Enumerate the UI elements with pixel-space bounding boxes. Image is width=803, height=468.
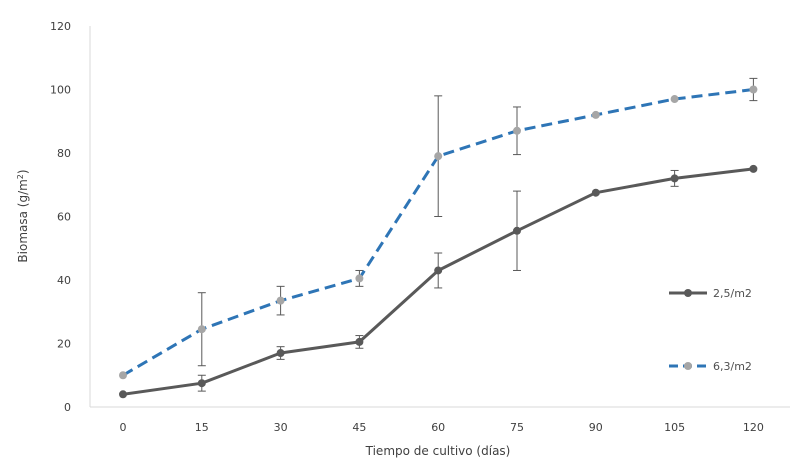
series-line: [122, 88, 754, 377]
x-axis-title: Tiempo de cultivo (días): [365, 444, 511, 458]
y-tick-label: 60: [57, 211, 71, 224]
data-point: [197, 379, 206, 388]
data-point: [749, 85, 758, 94]
y-tick-label: 100: [50, 84, 71, 97]
data-point: [119, 371, 127, 380]
y-axis-title-main: Biomasa (g/m: [16, 179, 30, 262]
data-point: [119, 390, 127, 399]
y-tick-labels: 0 20 40 60 80 100 120: [50, 20, 71, 414]
data-point: [355, 337, 364, 346]
y-tick-label: 80: [57, 147, 71, 160]
series-layer: [119, 77, 758, 399]
legend-marker: [684, 289, 692, 297]
x-tick-label: 45: [352, 421, 366, 434]
data-point: [591, 188, 600, 197]
legend-item: 6,3/m2: [669, 360, 752, 373]
x-tick-label: 60: [431, 421, 445, 434]
data-point: [197, 325, 206, 334]
series-group: [119, 77, 758, 380]
x-tick-label: 30: [274, 421, 288, 434]
axes: [89, 26, 790, 408]
y-axis-title: Biomasa (g/m2): [16, 169, 31, 262]
legend: 2,5/m2 6,3/m2: [669, 287, 752, 373]
series-group: [119, 164, 758, 399]
x-tick-label: 90: [589, 421, 603, 434]
data-point: [513, 126, 521, 135]
legend-marker: [684, 362, 692, 370]
data-point: [513, 226, 521, 235]
data-point: [670, 174, 679, 183]
data-point: [434, 266, 443, 275]
y-tick-label: 20: [57, 338, 71, 351]
y-tick-label: 40: [57, 274, 71, 287]
x-tick-labels: 0 15 30 45 60 75 90 105 120: [120, 421, 764, 434]
data-point: [276, 296, 285, 305]
data-point: [434, 152, 443, 161]
legend-label: 6,3/m2: [713, 360, 752, 373]
y-tick-label: 0: [64, 401, 71, 414]
legend-label: 2,5/m2: [713, 287, 752, 300]
legend-item: 2,5/m2: [669, 287, 752, 300]
y-axis-title-superscript: 2: [16, 174, 25, 179]
x-tick-label: 75: [510, 421, 524, 434]
data-point: [355, 274, 364, 283]
data-point: [591, 110, 600, 119]
x-tick-label: 120: [743, 421, 764, 434]
x-tick-label: 105: [664, 421, 685, 434]
data-point: [670, 95, 679, 104]
y-axis-title-end: ): [16, 169, 30, 174]
data-point: [276, 349, 285, 358]
x-tick-label: 15: [195, 421, 209, 434]
x-tick-label: 0: [120, 421, 127, 434]
y-tick-label: 120: [50, 20, 71, 33]
data-point: [749, 164, 758, 173]
